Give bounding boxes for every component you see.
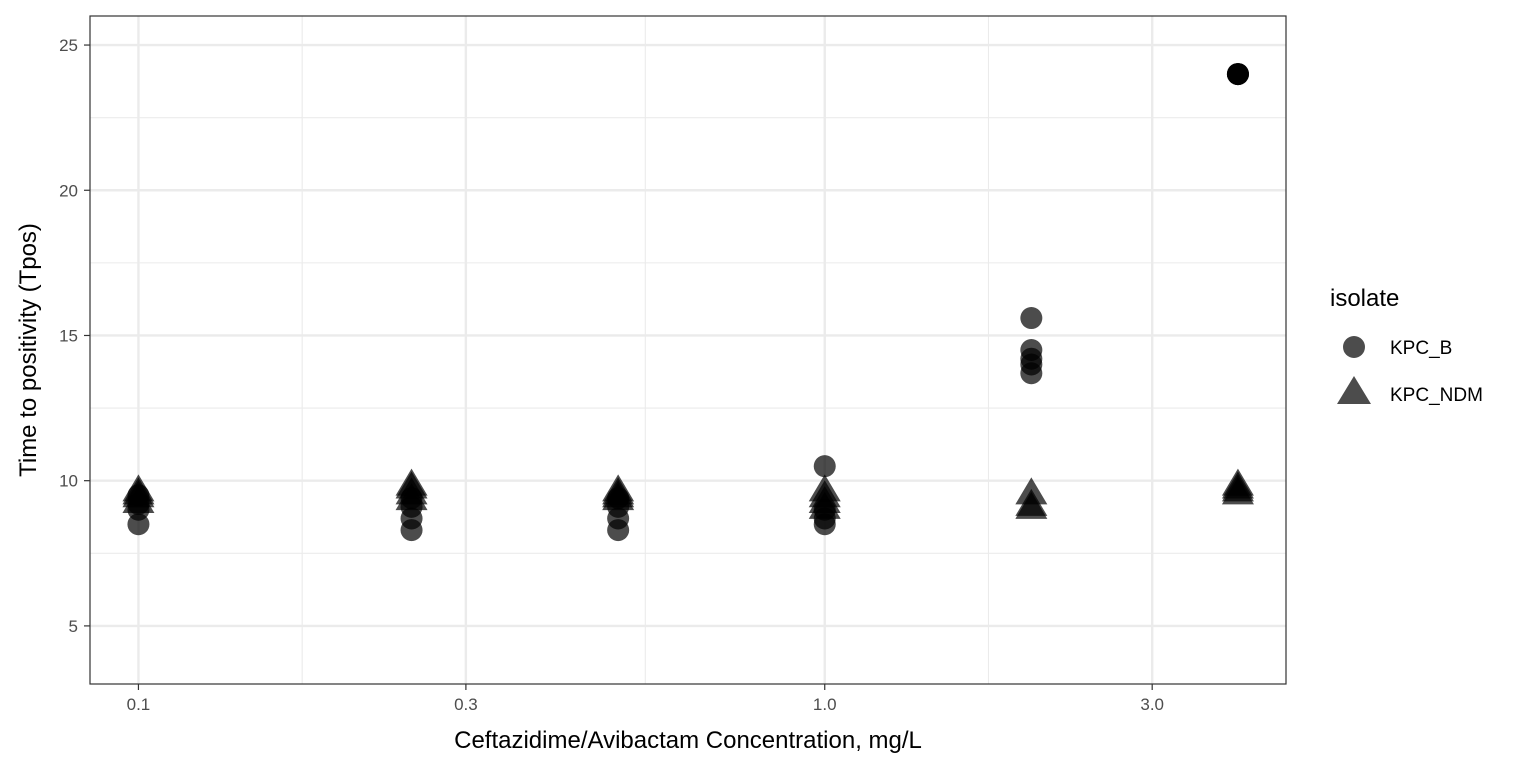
plot-panel-background (90, 16, 1286, 684)
legend: isolate KPC_B KPC_NDM (1330, 285, 1483, 406)
legend-label-kpc-ndm: KPC_NDM (1390, 385, 1483, 406)
major-gridlines (90, 16, 1286, 684)
x-tick-label: 3.0 (1140, 695, 1164, 714)
point-kpc-b (813, 455, 836, 478)
point-kpc-b (1020, 307, 1043, 330)
point-kpc-ndm (1221, 468, 1254, 496)
x-tick-label: 1.0 (813, 695, 837, 714)
point-kpc-b (1020, 339, 1043, 361)
legend-key-circle-icon (1343, 336, 1365, 358)
data-points (122, 63, 1254, 542)
legend-title: isolate (1330, 285, 1399, 312)
y-axis-title: Time to positivity (Tpos) (15, 223, 42, 477)
y-axis: 5 10 15 20 25 (59, 36, 90, 636)
legend-key-triangle-icon (1337, 376, 1371, 404)
x-axis-title: Ceftazidime/Avibactam Concentration, mg/… (454, 727, 922, 754)
point-kpc-ndm (1015, 477, 1048, 505)
x-axis: 0.1 0.3 1.0 3.0 (127, 684, 1164, 714)
y-tick-label: 5 (69, 617, 78, 636)
point-kpc-ndm (395, 468, 428, 496)
point-kpc-ndm (808, 474, 841, 502)
legend-label-kpc-b: KPC_B (1390, 338, 1452, 359)
y-tick-label: 20 (59, 181, 78, 200)
y-tick-label: 25 (59, 36, 78, 55)
y-tick-label: 15 (59, 326, 78, 345)
y-tick-label: 10 (59, 472, 78, 491)
point-kpc-b (1226, 63, 1249, 86)
x-tick-label: 0.1 (127, 695, 151, 714)
point-kpc-ndm (602, 474, 635, 502)
point-kpc-ndm (122, 474, 155, 502)
minor-gridlines (90, 16, 1286, 684)
x-tick-label: 0.3 (454, 695, 478, 714)
plot-panel-border (89, 15, 1287, 685)
